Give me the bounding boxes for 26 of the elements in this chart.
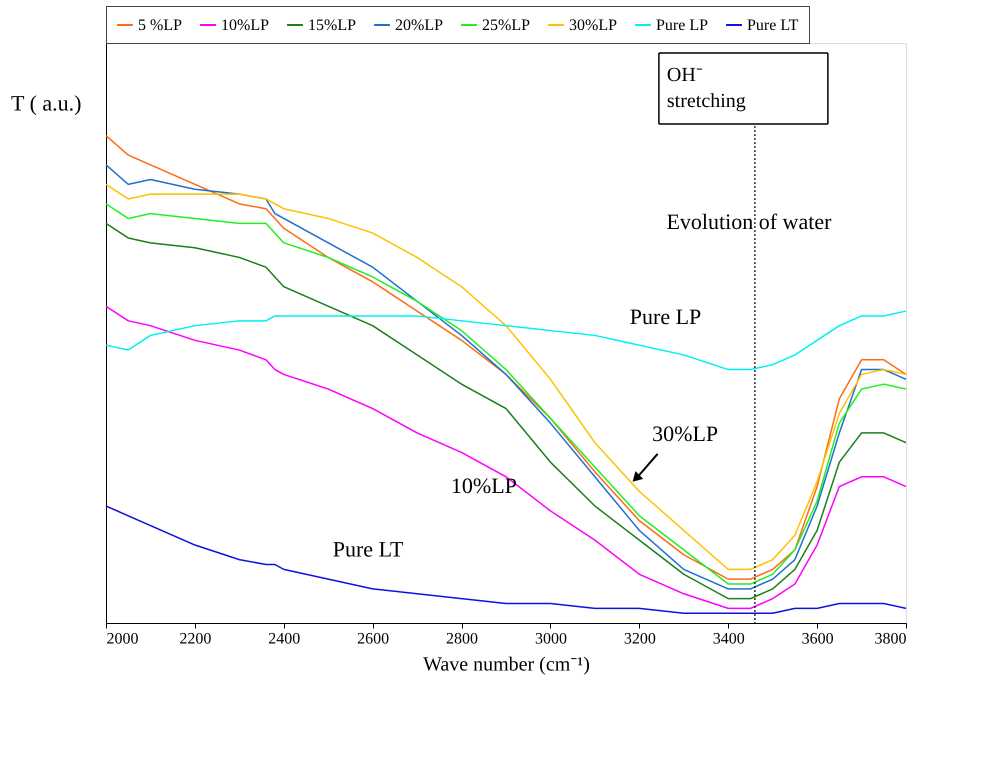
x-tick-label: 3000 bbox=[534, 630, 567, 648]
legend-label: Pure LT bbox=[747, 17, 799, 34]
annotation: Evolution of water bbox=[666, 208, 832, 234]
x-tick-label: 3800 bbox=[874, 630, 906, 648]
x-tick-label: 2600 bbox=[357, 630, 390, 648]
x-axis-title: Wave number (cm⁻¹) bbox=[423, 654, 590, 676]
x-tick-label: 3600 bbox=[802, 630, 834, 648]
legend-label: 5 %LP bbox=[138, 17, 182, 34]
x-tick-label: 2400 bbox=[268, 630, 300, 648]
legend-label: 20%LP bbox=[395, 17, 444, 34]
x-tick-label: 2200 bbox=[179, 630, 212, 648]
x-tick-label: 3200 bbox=[624, 630, 656, 648]
annotation: Pure LT bbox=[332, 536, 404, 562]
x-tick-label: 3400 bbox=[712, 630, 745, 648]
ref-line-label: OH⁻ stretching bbox=[666, 64, 746, 112]
legend-label: 25%LP bbox=[482, 17, 530, 34]
x-tick-label: 2800 bbox=[446, 630, 478, 648]
legend-label: 30%LP bbox=[569, 17, 618, 34]
legend-label: 10%LP bbox=[221, 17, 270, 34]
y-axis-title: T ( a.u.) bbox=[11, 90, 82, 116]
legend-label: 15%LP bbox=[308, 17, 356, 34]
legend-label: Pure LP bbox=[656, 17, 708, 34]
annotation: 30%LP bbox=[652, 421, 718, 446]
annotation: 10%LP bbox=[450, 473, 517, 498]
x-tick-label: 2000 bbox=[106, 630, 138, 648]
annotation: Pure LP bbox=[630, 304, 702, 329]
